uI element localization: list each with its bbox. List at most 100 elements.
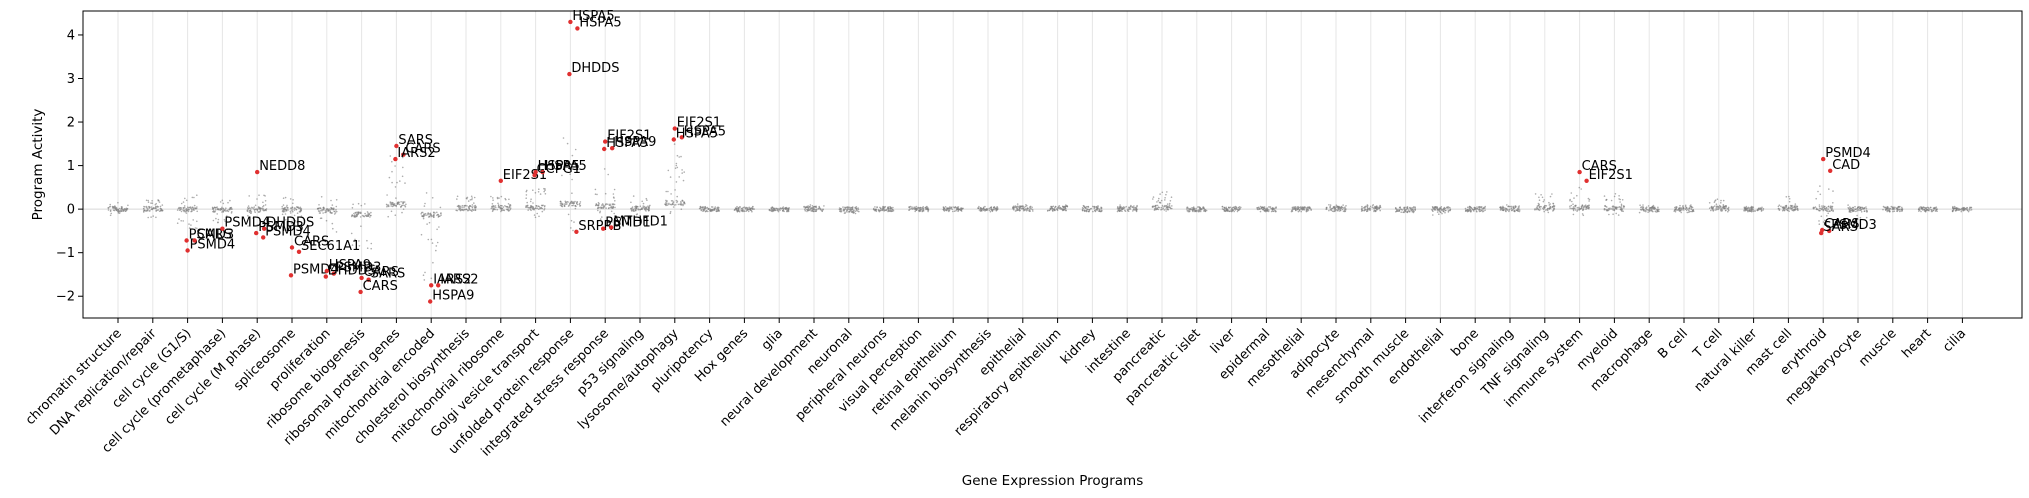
data-point bbox=[1259, 205, 1262, 208]
data-point bbox=[187, 208, 190, 211]
data-point bbox=[258, 194, 260, 196]
data-point bbox=[433, 216, 435, 218]
gene-label: CARS bbox=[1824, 217, 1859, 232]
gene-label: HSPA9 bbox=[614, 135, 656, 150]
data-point bbox=[1408, 209, 1410, 211]
data-point bbox=[1574, 209, 1577, 211]
data-point bbox=[1619, 201, 1621, 203]
data-point bbox=[1746, 209, 1748, 212]
data-point bbox=[1931, 210, 1934, 213]
data-point bbox=[1783, 209, 1786, 211]
data-point bbox=[1885, 209, 1887, 211]
data-point bbox=[1822, 205, 1825, 207]
data-point bbox=[1444, 207, 1447, 210]
data-point bbox=[1612, 213, 1614, 215]
data-point bbox=[1827, 220, 1829, 223]
highlight-point bbox=[1584, 178, 1589, 183]
data-point bbox=[1059, 206, 1062, 209]
data-point bbox=[1822, 221, 1825, 223]
data-point bbox=[953, 210, 956, 212]
data-point bbox=[395, 205, 397, 207]
data-point bbox=[574, 204, 576, 207]
data-point bbox=[1031, 206, 1033, 209]
data-point bbox=[594, 193, 597, 195]
data-point bbox=[1331, 207, 1333, 210]
data-point bbox=[538, 208, 540, 210]
data-point bbox=[363, 261, 366, 263]
data-point bbox=[1923, 208, 1926, 211]
data-point bbox=[1935, 209, 1938, 211]
data-point bbox=[501, 207, 503, 210]
gene-label: EIF2S1 bbox=[677, 116, 721, 131]
data-point bbox=[1018, 206, 1020, 208]
data-point bbox=[1797, 209, 1799, 212]
data-point bbox=[360, 204, 363, 207]
data-point bbox=[1136, 205, 1138, 208]
data-point bbox=[353, 216, 356, 218]
data-point bbox=[159, 205, 162, 208]
data-point bbox=[573, 202, 575, 204]
data-point bbox=[786, 207, 788, 209]
data-point bbox=[107, 209, 110, 211]
data-point bbox=[1204, 210, 1207, 213]
data-point bbox=[781, 209, 784, 212]
data-point bbox=[1581, 213, 1584, 215]
data-point bbox=[293, 207, 296, 209]
data-point bbox=[984, 209, 986, 211]
data-point bbox=[948, 207, 951, 209]
data-point bbox=[224, 210, 227, 212]
data-point bbox=[226, 215, 228, 217]
data-point bbox=[885, 208, 888, 211]
data-point bbox=[1585, 208, 1587, 210]
data-point bbox=[1855, 210, 1857, 213]
data-point bbox=[642, 202, 645, 205]
data-point bbox=[1236, 210, 1239, 213]
data-point bbox=[1089, 208, 1092, 210]
highlight-point bbox=[184, 238, 189, 243]
data-point bbox=[1408, 210, 1411, 213]
highlight-point bbox=[532, 173, 537, 178]
data-point bbox=[435, 249, 437, 252]
data-point bbox=[596, 193, 598, 196]
data-point bbox=[1919, 206, 1922, 208]
data-point bbox=[1690, 205, 1693, 208]
data-point bbox=[1640, 209, 1643, 211]
data-point bbox=[191, 210, 193, 213]
gene-label: EIF2S1 bbox=[607, 129, 651, 144]
data-point bbox=[289, 212, 292, 214]
data-point bbox=[1157, 208, 1160, 211]
data-point bbox=[803, 206, 805, 208]
data-point bbox=[367, 215, 370, 217]
highlight-point bbox=[1827, 228, 1832, 234]
data-point bbox=[397, 201, 399, 204]
data-point bbox=[786, 209, 788, 212]
data-point bbox=[358, 240, 360, 242]
data-point bbox=[567, 213, 570, 216]
data-point bbox=[1436, 211, 1439, 213]
data-point bbox=[1166, 203, 1169, 205]
data-point bbox=[1165, 204, 1168, 207]
data-point bbox=[1831, 207, 1833, 209]
data-point bbox=[1233, 208, 1236, 210]
data-point bbox=[920, 207, 923, 209]
data-point bbox=[916, 208, 918, 210]
data-point bbox=[1574, 207, 1576, 209]
data-point bbox=[423, 205, 426, 207]
data-point bbox=[123, 208, 126, 210]
data-point bbox=[978, 209, 981, 211]
data-point bbox=[474, 209, 477, 211]
data-point bbox=[182, 206, 185, 209]
data-point bbox=[539, 193, 542, 195]
data-point bbox=[494, 205, 497, 207]
data-point bbox=[501, 209, 503, 212]
data-point bbox=[1186, 206, 1188, 209]
data-point bbox=[1444, 211, 1446, 214]
data-point bbox=[221, 199, 224, 202]
data-point bbox=[437, 213, 440, 216]
data-point bbox=[680, 155, 682, 158]
y-tick-label: −2 bbox=[56, 290, 75, 305]
data-point bbox=[1744, 207, 1746, 209]
data-point bbox=[1576, 206, 1579, 209]
data-point bbox=[1792, 209, 1795, 212]
data-point bbox=[978, 205, 980, 208]
